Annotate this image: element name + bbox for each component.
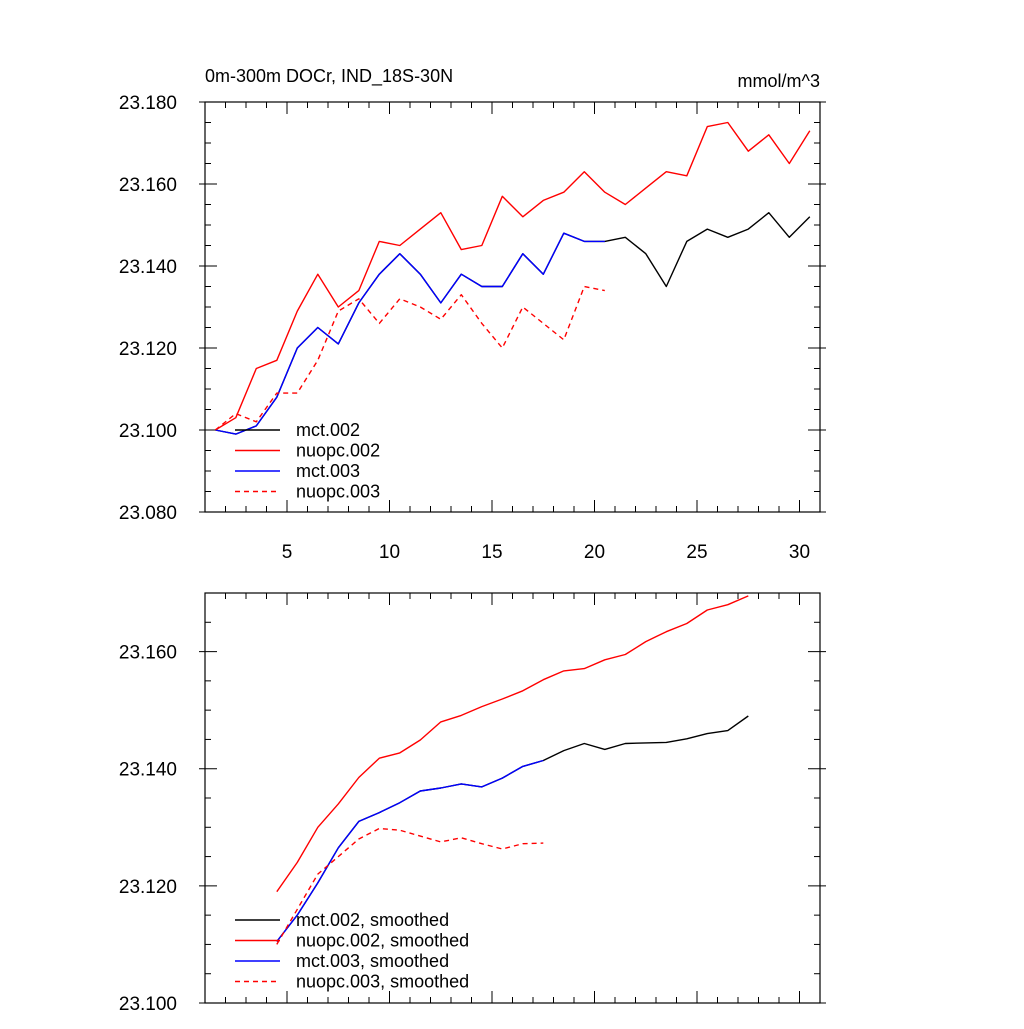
series-line-3 <box>214 285 605 431</box>
bottom-panel: 23.100 23.120 23.140 23.160 mct.002, smooth… <box>119 592 826 1015</box>
units-label: mmol/m^3 <box>738 71 820 91</box>
series-line-2 <box>215 232 605 435</box>
top-panel: 0m-300m DOCr, IND_18S-30N mmol/m^3 5 10 15… <box>119 66 826 563</box>
y-tick-label: 23.140 <box>119 760 177 781</box>
x-tick-label: 25 <box>686 542 707 563</box>
series-line-3 <box>276 827 544 945</box>
y-tick-label: 23.180 <box>119 93 177 114</box>
bottom-panel-ticks: 23.100 23.120 23.140 23.160 <box>119 592 826 1015</box>
legend-label-1: nuopc.002 <box>296 441 380 461</box>
x-tick-label: 15 <box>481 542 502 563</box>
x-tick-label: 30 <box>789 542 810 563</box>
y-tick-label: 23.160 <box>119 643 177 664</box>
y-tick-label: 23.100 <box>119 994 177 1015</box>
legend-label-3: nuopc.003 <box>296 482 380 502</box>
legend-label-2: mct.003, smoothed <box>296 951 449 971</box>
series-line-2 <box>276 759 544 942</box>
x-tick-label: 20 <box>584 542 605 563</box>
x-tick-label: 10 <box>379 542 400 563</box>
x-tick-label: 5 <box>282 542 293 563</box>
top-panel-series <box>214 121 811 435</box>
legend-label-0: mct.002 <box>296 420 360 440</box>
chart-title: 0m-300m DOCr, IND_18S-30N <box>205 66 453 87</box>
series-line-0 <box>215 211 811 435</box>
legend-label-1: nuopc.002, smoothed <box>296 931 469 951</box>
series-line-1 <box>214 121 811 431</box>
bottom-panel-series <box>276 595 749 945</box>
y-tick-label: 23.120 <box>119 877 177 898</box>
y-tick-label: 23.080 <box>119 503 177 524</box>
y-tick-label: 23.140 <box>119 257 177 278</box>
legend-label-0: mct.002, smoothed <box>296 910 449 930</box>
y-tick-label: 23.100 <box>119 421 177 442</box>
y-tick-label: 23.160 <box>119 175 177 196</box>
series-line-0 <box>276 715 749 942</box>
y-tick-label: 23.120 <box>119 339 177 360</box>
legend-label-3: nuopc.003, smoothed <box>296 972 469 992</box>
top-panel-ticks: 5 10 15 20 25 30 23.080 23.100 23.120 23.140 23.16… <box>119 93 826 563</box>
series-line-1 <box>276 595 749 893</box>
legend-label-2: mct.003 <box>296 461 360 481</box>
